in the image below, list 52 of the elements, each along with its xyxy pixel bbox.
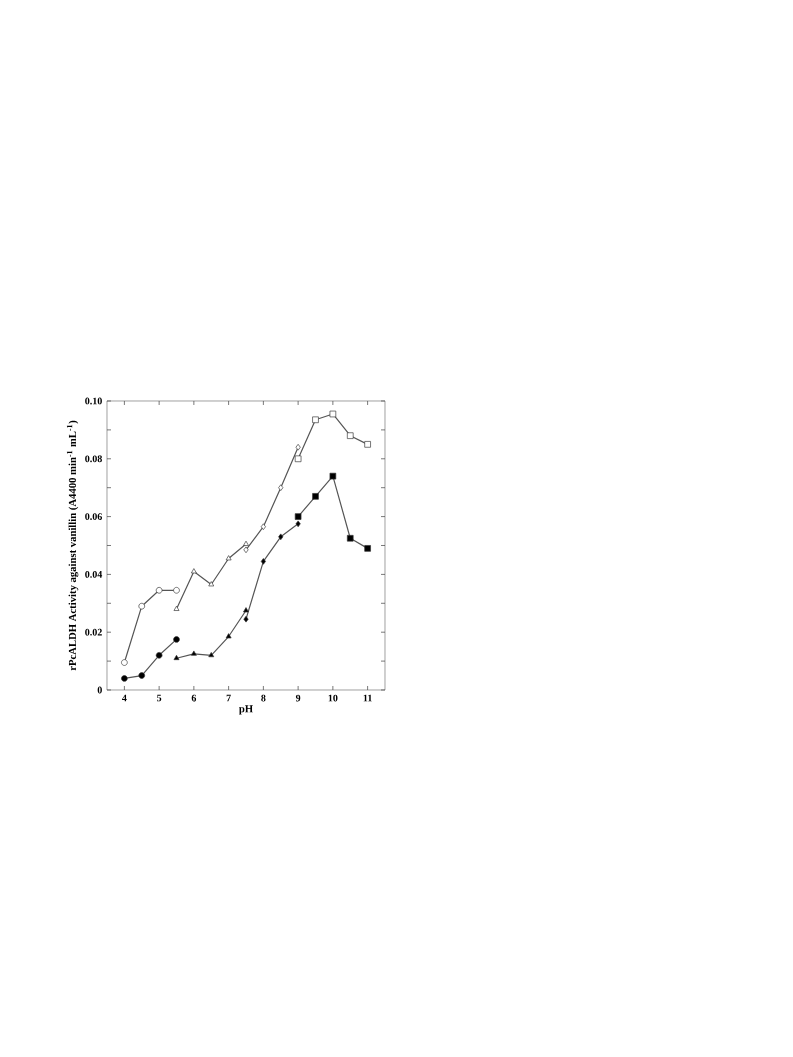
point <box>294 513 302 520</box>
point <box>155 587 163 594</box>
point <box>173 605 180 611</box>
x-tick-label: 4 <box>122 694 127 702</box>
point <box>243 607 249 613</box>
point <box>243 615 249 623</box>
point <box>138 672 146 679</box>
point <box>225 633 232 639</box>
point <box>312 493 319 500</box>
point <box>243 546 249 554</box>
y-tick-label: 0.02 <box>85 628 102 636</box>
point <box>243 540 249 546</box>
y-tick-label: 0.10 <box>85 397 102 405</box>
x-tick-label: 10 <box>328 694 338 702</box>
point <box>329 410 337 418</box>
y-tick-label: 0.06 <box>85 513 102 520</box>
point <box>260 523 266 530</box>
point <box>295 443 301 451</box>
point <box>278 533 284 541</box>
point <box>225 555 232 561</box>
y-tick-label: 0.08 <box>85 455 102 463</box>
point <box>346 432 354 439</box>
point <box>260 558 266 565</box>
point <box>208 581 215 587</box>
x-tick-label: 9 <box>295 694 301 702</box>
point <box>346 535 354 542</box>
point <box>329 472 337 480</box>
y-tick-label: 0.04 <box>85 571 103 578</box>
point <box>208 652 215 658</box>
point <box>121 659 128 666</box>
x-tick-label: 5 <box>157 694 162 702</box>
point <box>278 484 284 491</box>
point <box>190 568 197 574</box>
x-tick-label: 11 <box>363 694 372 702</box>
point <box>364 441 371 448</box>
point <box>312 416 319 424</box>
y-axis-title: rPcALDH Activity against vanillin (A4400 min$^{-1}$ mL$^{-1}$) <box>66 420 79 671</box>
point <box>121 675 128 682</box>
point <box>190 650 197 656</box>
point <box>173 636 180 643</box>
point <box>155 652 163 659</box>
point <box>173 587 180 594</box>
point <box>294 455 302 463</box>
point <box>138 602 146 610</box>
x-tick-label: 7 <box>226 694 231 702</box>
x-axis-title: pH <box>239 705 253 715</box>
x-tick-label: 8 <box>261 694 266 702</box>
point <box>364 545 371 552</box>
point <box>295 520 301 528</box>
x-tick-label: 6 <box>191 694 197 702</box>
point <box>173 654 180 661</box>
y-tick-label: 0 <box>97 686 102 694</box>
